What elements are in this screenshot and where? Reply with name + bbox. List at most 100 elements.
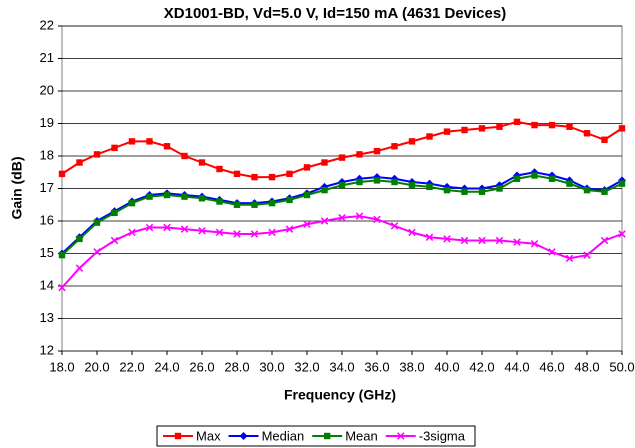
marker xyxy=(198,195,206,202)
marker xyxy=(324,432,331,440)
marker xyxy=(397,432,405,440)
marker xyxy=(268,228,276,237)
marker xyxy=(600,236,609,245)
marker xyxy=(198,159,206,166)
x-tick-label: 36.0 xyxy=(364,359,389,374)
marker xyxy=(110,236,119,245)
marker xyxy=(58,283,66,292)
marker xyxy=(93,248,101,256)
marker xyxy=(426,133,433,140)
marker xyxy=(530,240,539,248)
marker xyxy=(75,264,84,272)
marker xyxy=(391,178,398,186)
y-tick-label: 20 xyxy=(40,82,54,97)
marker xyxy=(391,143,398,150)
marker xyxy=(303,164,311,171)
marker xyxy=(338,154,346,161)
marker xyxy=(583,251,591,259)
marker xyxy=(250,230,259,238)
marker xyxy=(268,173,276,181)
marker xyxy=(565,254,574,263)
legend-label: Median xyxy=(262,428,305,443)
marker xyxy=(146,193,153,200)
y-tick-label: 12 xyxy=(40,342,54,357)
marker xyxy=(163,191,171,199)
x-tick-label: 22.0 xyxy=(119,359,144,374)
marker xyxy=(163,143,171,150)
marker xyxy=(338,214,346,222)
marker xyxy=(426,183,433,191)
marker xyxy=(425,233,434,241)
marker xyxy=(338,182,346,189)
x-tick-label: 28.0 xyxy=(224,359,249,374)
x-tick-label: 26.0 xyxy=(189,359,214,374)
marker xyxy=(478,188,486,195)
marker xyxy=(303,220,311,228)
marker xyxy=(58,251,66,259)
marker xyxy=(495,236,504,245)
y-tick-label: 21 xyxy=(40,50,54,65)
legend-item: Median xyxy=(228,428,305,443)
legend-item: Mean xyxy=(312,428,378,443)
legend: Max Median Mean -3sigma xyxy=(156,425,476,447)
marker xyxy=(408,138,416,145)
y-tick-label: 22 xyxy=(40,17,54,32)
marker xyxy=(566,123,573,130)
marker xyxy=(496,185,503,192)
legend-label: -3sigma xyxy=(419,428,466,443)
marker xyxy=(128,138,136,145)
marker xyxy=(408,228,416,237)
x-tick-label: 40.0 xyxy=(434,359,459,374)
y-tick-label: 17 xyxy=(40,180,54,195)
marker xyxy=(320,217,329,225)
marker xyxy=(356,151,363,158)
legend-item: Max xyxy=(163,428,221,443)
marker xyxy=(566,180,573,187)
marker xyxy=(145,223,154,232)
marker xyxy=(93,219,101,226)
x-tick-label: 18.0 xyxy=(49,359,74,374)
y-axis-title: Gain (dB) xyxy=(9,157,25,220)
marker xyxy=(111,144,118,152)
y-tick-label: 13 xyxy=(40,310,54,325)
marker xyxy=(548,175,556,182)
chart-title: XD1001-BD, Vd=5.0 V, Id=150 mA (4631 Dev… xyxy=(164,5,506,22)
marker xyxy=(461,126,468,134)
marker xyxy=(216,198,223,205)
marker xyxy=(460,236,469,245)
legend-label: Mean xyxy=(345,428,378,443)
marker xyxy=(239,432,248,440)
marker xyxy=(443,186,451,194)
marker xyxy=(286,196,293,204)
marker xyxy=(128,228,136,237)
marker xyxy=(461,188,468,195)
marker xyxy=(583,130,591,137)
marker xyxy=(93,151,101,158)
marker xyxy=(58,170,66,178)
x-tick-label: 48.0 xyxy=(574,359,599,374)
x-axis-title: Frequency (GHz) xyxy=(284,387,396,403)
marker xyxy=(601,188,608,195)
marker xyxy=(618,180,626,187)
x-tick-label: 50.0 xyxy=(609,359,634,374)
marker xyxy=(233,230,241,238)
marker xyxy=(76,235,83,243)
marker xyxy=(478,236,486,245)
marker xyxy=(548,248,556,256)
marker xyxy=(321,159,328,166)
marker xyxy=(373,147,381,155)
marker xyxy=(618,230,626,238)
marker xyxy=(146,138,153,145)
marker xyxy=(531,121,538,129)
y-tick-label: 15 xyxy=(40,245,54,260)
marker xyxy=(128,199,136,207)
x-tick-label: 30.0 xyxy=(259,359,284,374)
marker xyxy=(321,186,328,194)
x-tick-label: 46.0 xyxy=(539,359,564,374)
marker xyxy=(215,228,224,237)
y-tick-label: 18 xyxy=(40,147,54,162)
marker xyxy=(76,159,83,166)
marker xyxy=(174,432,182,440)
marker xyxy=(601,136,608,143)
marker xyxy=(373,215,381,224)
